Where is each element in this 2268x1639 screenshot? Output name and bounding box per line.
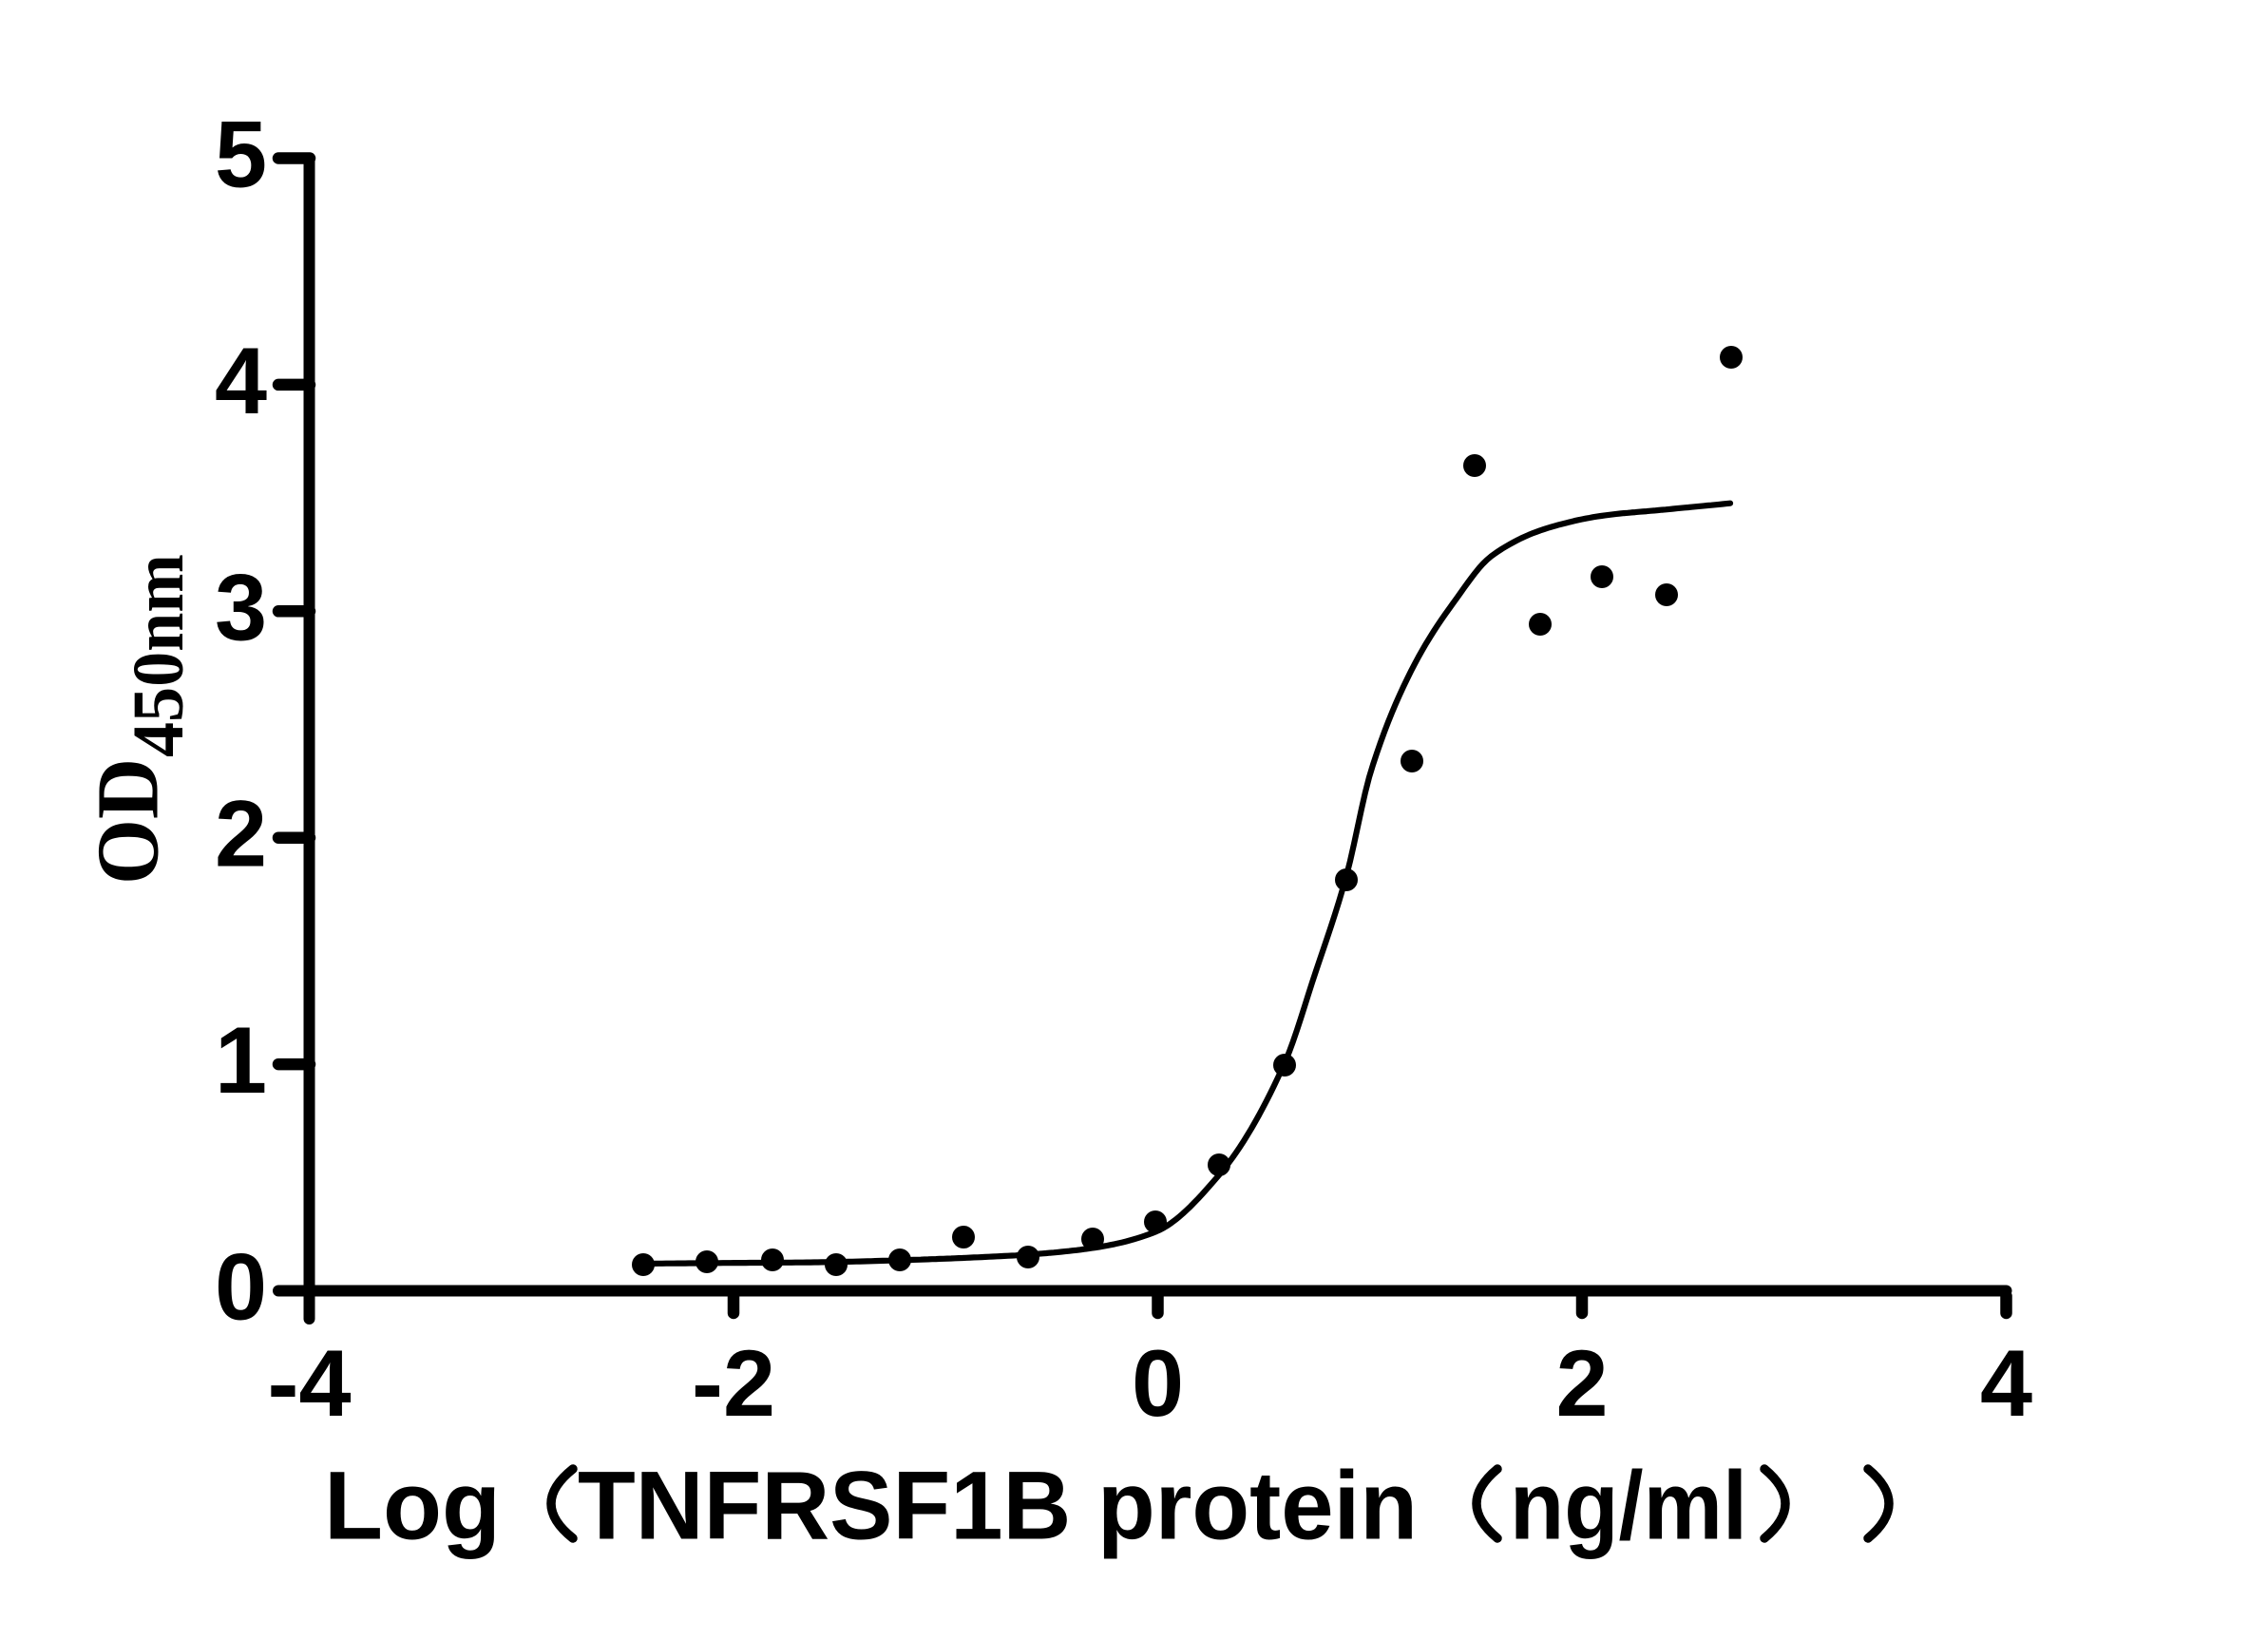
svg-text:0: 0 [215,1234,267,1340]
svg-text:-4: -4 [267,1330,351,1436]
svg-text:2: 2 [1555,1330,1608,1436]
svg-text:3: 3 [215,554,267,659]
svg-text:4: 4 [1980,1330,2032,1436]
svg-text:4: 4 [215,328,267,433]
svg-text:-2: -2 [692,1330,775,1436]
svg-text:2: 2 [215,781,267,886]
svg-text:1: 1 [215,1007,267,1113]
svg-text:0: 0 [1132,1330,1184,1436]
svg-text:5: 5 [215,102,267,207]
svg-text:TNFRSF1B protein: TNFRSF1B protein [578,1452,1418,1560]
svg-text:Log: Log [324,1452,501,1560]
svg-text:450nm: 450nm [119,554,199,757]
svg-text:OD: OD [80,758,178,885]
svg-text:ng/ml: ng/ml [1510,1452,1747,1560]
